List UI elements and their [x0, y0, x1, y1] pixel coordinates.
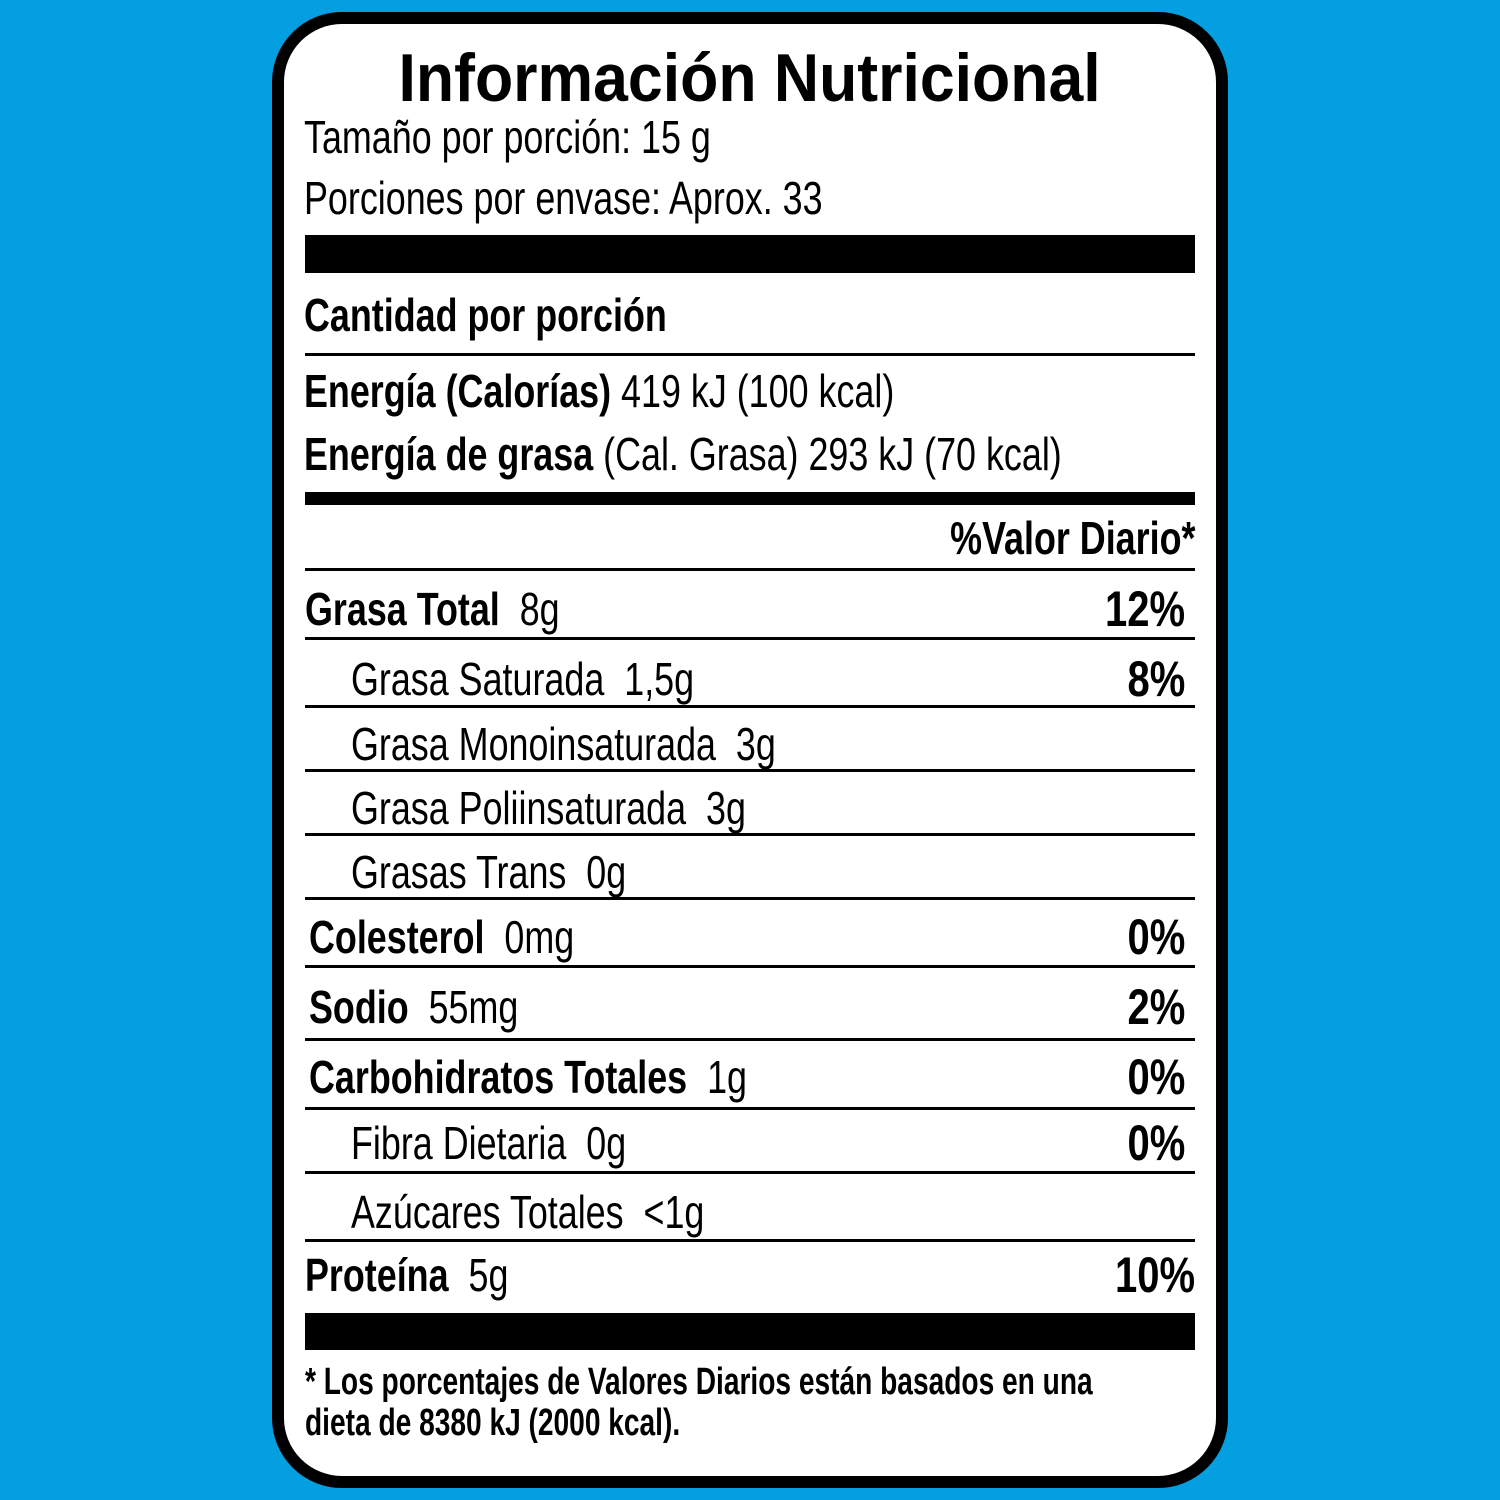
nutrient-amount: 1,5g — [624, 653, 695, 705]
nutrient-name-amount: Azúcares Totales <1g — [351, 1187, 704, 1237]
nutrient-name-amount: Grasa Saturada 1,5g — [351, 654, 694, 704]
serving-size: Tamaño por porción: 15 g — [304, 111, 711, 163]
footnote-line-1: * Los porcentajes de Valores Diarios est… — [305, 1361, 1093, 1403]
divider — [305, 965, 1195, 968]
nutrient-daily-value: 2% — [1127, 979, 1185, 1035]
nutrient-row: Sodio 55mg 2% — [305, 980, 1195, 1034]
nutrient-name-amount: Grasas Trans 0g — [351, 847, 626, 897]
nutrient-row: Grasa Total 8g 12% — [305, 582, 1195, 636]
daily-value-header: %Valor Diario* — [949, 512, 1195, 564]
energy-value: 419 kJ (100 kcal) — [621, 365, 895, 417]
nutrient-row: Grasa Saturada 1,5g 8% — [305, 652, 1195, 706]
nutrient-amount: 1g — [707, 1051, 747, 1103]
nutrient-row: Grasas Trans 0g — [305, 845, 1195, 899]
nutrient-daily-value: 0% — [1127, 1115, 1185, 1171]
divider — [305, 897, 1195, 900]
nutrient-daily-value: 8% — [1127, 651, 1185, 707]
nutrient-amount: <1g — [643, 1186, 705, 1238]
nutrient-amount: 0mg — [504, 911, 575, 963]
nutrient-name: Grasa Poliinsaturada — [351, 782, 687, 834]
nutrient-daily-value: 12% — [1104, 581, 1185, 637]
nutrient-name: Proteína — [305, 1249, 449, 1301]
servings-per-container: Porciones por envase: Aprox. 33 — [304, 172, 823, 224]
nutrient-name: Fibra Dietaria — [351, 1117, 567, 1169]
thick-divider — [305, 235, 1195, 273]
nutrient-name-amount: Colesterol 0mg — [309, 912, 574, 962]
nutrient-name-amount: Sodio 55mg — [309, 982, 518, 1032]
nutrient-name: Colesterol — [309, 911, 485, 963]
nutrient-name: Grasa Saturada — [351, 653, 605, 705]
footnote-line-2: dieta de 8380 kJ (2000 kcal). — [305, 1402, 681, 1444]
nutrient-amount: 5g — [468, 1249, 509, 1301]
nutrient-daily-value: 0% — [1127, 909, 1185, 965]
energy-label: Energía (Calorías) — [304, 365, 612, 417]
nutrient-name-amount: Grasa Monoinsaturada 3g — [351, 719, 776, 769]
nutrient-row: Grasa Monoinsaturada 3g — [305, 717, 1195, 771]
nutrient-amount: 3g — [706, 782, 746, 834]
energy-row: Energía (Calorías) 419 kJ (100 kcal) — [304, 366, 894, 416]
nutrient-amount: 0g — [586, 1117, 627, 1169]
amount-per-serving: Cantidad por porción — [304, 289, 667, 341]
nutrient-daily-value: 10% — [1114, 1247, 1195, 1303]
nutrient-row: Colesterol 0mg 0% — [305, 910, 1195, 964]
divider — [305, 353, 1195, 356]
divider — [305, 568, 1195, 571]
nutrient-row: Carbohidratos Totales 1g 0% — [305, 1050, 1195, 1104]
divider — [305, 637, 1195, 640]
nutrient-name: Carbohidratos Totales — [309, 1051, 688, 1103]
nutrient-name-amount: Grasa Poliinsaturada 3g — [351, 783, 746, 833]
label-title: Información Nutricional — [0, 40, 1500, 116]
divider — [305, 1239, 1195, 1242]
nutrient-row: Grasa Poliinsaturada 3g — [305, 781, 1195, 835]
divider — [305, 769, 1195, 772]
divider — [305, 1107, 1195, 1110]
divider — [305, 705, 1195, 708]
nutrient-name-amount: Fibra Dietaria 0g — [351, 1118, 626, 1168]
nutrient-name: Grasas Trans — [351, 846, 567, 898]
nutrient-amount: 55mg — [428, 981, 519, 1033]
medium-divider — [305, 492, 1195, 505]
nutrient-name: Azúcares Totales — [351, 1186, 624, 1238]
nutrient-name: Grasa Total — [305, 583, 500, 635]
label-title-text: Información Nutricional — [398, 40, 1102, 116]
nutrient-row: Azúcares Totales <1g — [305, 1185, 1195, 1239]
nutrient-amount: 3g — [735, 718, 776, 770]
divider — [305, 833, 1195, 836]
thick-divider — [305, 1313, 1195, 1350]
nutrient-row: Proteína 5g 10% — [305, 1248, 1195, 1302]
divider — [305, 1171, 1195, 1174]
nutrient-daily-value: 0% — [1127, 1049, 1185, 1105]
nutrient-name-amount: Grasa Total 8g — [305, 584, 560, 634]
divider — [305, 1038, 1195, 1041]
fat-energy-value: 293 kJ (70 kcal) — [808, 428, 1062, 480]
nutrient-name: Grasa Monoinsaturada — [351, 718, 716, 770]
nutrient-row: Fibra Dietaria 0g 0% — [305, 1116, 1195, 1170]
nutrient-name: Sodio — [309, 981, 409, 1033]
fat-energy-note: (Cal. Grasa) — [603, 428, 799, 480]
nutrient-name-amount: Proteína 5g — [305, 1250, 508, 1300]
fat-energy-label: Energía de grasa — [304, 428, 594, 480]
nutrient-amount: 8g — [519, 583, 560, 635]
fat-energy-row: Energía de grasa (Cal. Grasa) 293 kJ (70… — [304, 429, 1062, 479]
nutrient-name-amount: Carbohidratos Totales 1g — [309, 1052, 747, 1102]
nutrient-amount: 0g — [586, 846, 627, 898]
